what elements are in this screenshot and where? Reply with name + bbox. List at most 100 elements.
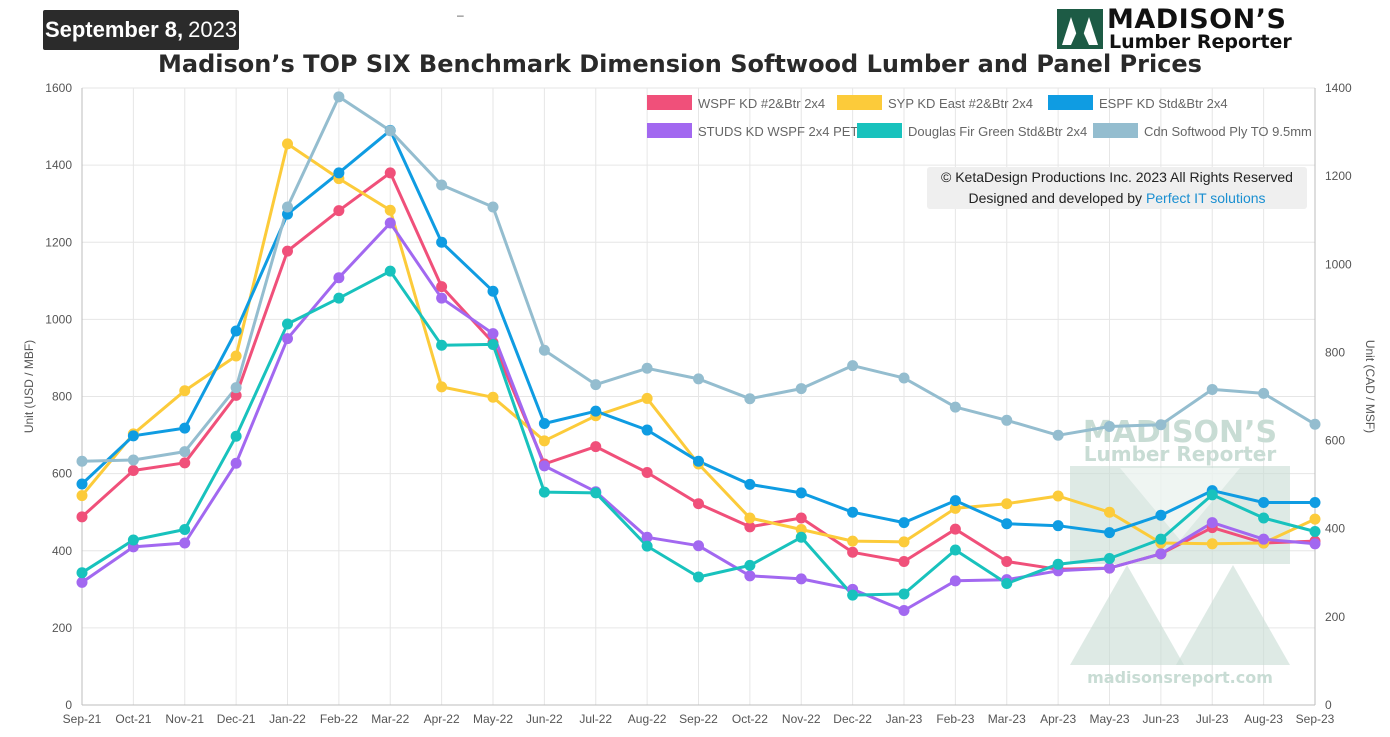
data-point (795, 531, 807, 543)
data-point (333, 272, 345, 284)
data-point (590, 379, 602, 391)
data-point (436, 339, 448, 351)
data-point (744, 393, 756, 405)
data-point (333, 91, 345, 103)
data-point (949, 401, 961, 413)
data-point (795, 573, 807, 585)
data-point (693, 373, 704, 385)
legend-swatch (647, 123, 692, 138)
y-tick-label-right: 400 (1325, 522, 1345, 536)
y-tick-label-right: 1000 (1325, 257, 1352, 271)
legend-label: Douglas Fir Green Std&Btr 2x4 (908, 124, 1087, 139)
data-point (898, 372, 910, 384)
copyright-line: © KetaDesign Productions Inc. 2023 All R… (941, 169, 1293, 185)
data-point (538, 460, 550, 472)
x-tick-label: Jul-22 (579, 712, 612, 726)
y-tick-label-left: 400 (52, 544, 72, 558)
data-point (76, 567, 88, 579)
data-point (795, 487, 807, 499)
data-point (127, 430, 139, 442)
data-point (538, 417, 550, 429)
data-point (1001, 414, 1013, 426)
x-tick-label: Jul-23 (1196, 712, 1229, 726)
data-point (641, 531, 653, 543)
y-axis-title-left: Unit (USD / MBF) (22, 340, 36, 433)
x-tick-label: Aug-22 (628, 712, 667, 726)
brand-logo: MADISON’S Lumber Reporter (1057, 6, 1347, 52)
data-point (282, 201, 293, 213)
data-point (1155, 509, 1167, 521)
y-tick-label-right: 600 (1325, 434, 1345, 448)
x-tick-label: May-22 (473, 712, 513, 726)
data-point (487, 328, 499, 340)
data-point (282, 245, 293, 257)
x-tick-label: Dec-22 (833, 712, 872, 726)
chart-title: Madison’s TOP SIX Benchmark Dimension So… (158, 50, 1202, 78)
data-point (898, 588, 910, 600)
x-tick-label: Feb-23 (936, 712, 974, 726)
data-point (538, 344, 550, 356)
data-point (384, 125, 396, 137)
data-point (179, 524, 191, 536)
data-point (230, 382, 242, 394)
data-point (744, 512, 756, 524)
data-point (282, 138, 293, 150)
data-point (76, 490, 88, 502)
data-point (436, 236, 448, 248)
data-point (76, 576, 88, 588)
data-point (641, 540, 653, 552)
data-point (693, 571, 704, 583)
data-point (1309, 418, 1321, 430)
data-point (1309, 513, 1321, 525)
data-point (1309, 538, 1321, 550)
date-year: 2023 (188, 17, 238, 42)
data-point (590, 487, 602, 499)
y-tick-label-left: 800 (52, 390, 72, 404)
data-point (76, 511, 88, 523)
data-point (1052, 558, 1064, 570)
data-point (693, 455, 704, 467)
y-tick-label-left: 200 (52, 621, 72, 635)
data-point (76, 455, 88, 467)
legend-swatch (857, 123, 902, 138)
data-point (384, 265, 396, 277)
legend-label: SYP KD East #2&Btr 2x4 (888, 96, 1033, 111)
data-point (230, 325, 242, 337)
data-point (1001, 578, 1013, 590)
data-point (230, 457, 242, 469)
x-tick-label: Feb-22 (320, 712, 358, 726)
watermark-line2: Lumber Reporter (1084, 442, 1277, 466)
data-point (1309, 497, 1321, 509)
y-tick-label-left: 0 (65, 698, 72, 712)
data-point (744, 559, 756, 571)
data-point (436, 281, 448, 293)
legend-swatch (1048, 95, 1093, 110)
data-point (230, 389, 242, 401)
y-tick-label-left: 1600 (45, 81, 72, 95)
data-point (847, 535, 859, 547)
x-tick-label: Apr-22 (424, 712, 460, 726)
data-point (949, 502, 961, 514)
y-tick-label-right: 800 (1325, 345, 1345, 359)
data-point (693, 498, 704, 510)
x-tick-label: Mar-23 (988, 712, 1026, 726)
legend-swatch (647, 95, 692, 110)
data-point (1104, 562, 1115, 574)
y-tick-label-right: 200 (1325, 610, 1345, 624)
data-point (641, 362, 653, 374)
date-main: September 8, (44, 17, 184, 42)
data-point (1001, 556, 1013, 568)
data-point (487, 338, 499, 350)
credit-link[interactable]: Perfect IT solutions (1145, 190, 1266, 206)
data-point (1104, 552, 1115, 564)
data-point (76, 478, 88, 490)
y-axis-title-right: Unit (CAD / MSF) (1363, 340, 1377, 433)
data-point (333, 167, 345, 179)
x-tick-label: Apr-23 (1040, 712, 1076, 726)
x-tick-label: Oct-21 (115, 712, 151, 726)
watermark-url: madisonsreport.com (1087, 668, 1273, 687)
data-point (590, 441, 602, 453)
x-tick-label: Aug-23 (1244, 712, 1283, 726)
date-badge: September 8, 2023 (43, 10, 239, 50)
